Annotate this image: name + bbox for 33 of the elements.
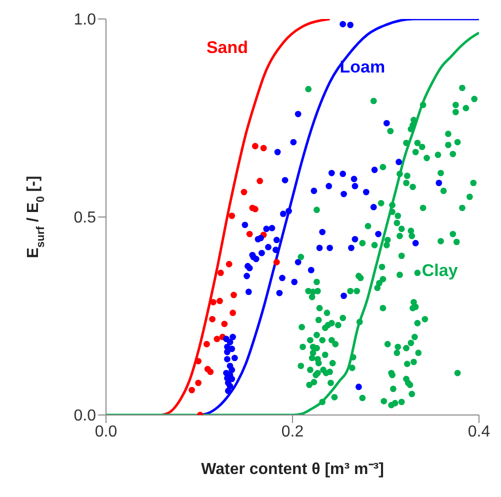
point bbox=[209, 316, 216, 322]
point bbox=[228, 212, 236, 220]
y-tick-label: 0.0 bbox=[74, 408, 96, 425]
point bbox=[273, 258, 280, 266]
point bbox=[246, 230, 253, 238]
series-label: Loam bbox=[340, 58, 386, 77]
series-label: Sand bbox=[206, 38, 248, 57]
point bbox=[230, 292, 237, 298]
x-tick-label: 0.2 bbox=[281, 423, 304, 440]
line-series bbox=[160, 19, 332, 415]
point bbox=[207, 368, 214, 376]
point bbox=[210, 298, 216, 306]
point bbox=[230, 310, 236, 316]
x-tick-label: 0.4 bbox=[468, 423, 490, 440]
point bbox=[226, 260, 232, 268]
x-tick-label: 0.0 bbox=[94, 423, 118, 440]
point bbox=[214, 336, 220, 342]
text: Clay bbox=[422, 261, 458, 280]
point bbox=[256, 178, 264, 184]
y-tick-label: 0.5 bbox=[74, 210, 96, 227]
point bbox=[195, 358, 202, 364]
y-tick-label: 1.0 bbox=[74, 12, 96, 29]
point bbox=[217, 270, 224, 276]
point bbox=[252, 142, 258, 150]
point bbox=[260, 144, 267, 152]
point bbox=[221, 320, 228, 328]
point bbox=[216, 298, 223, 304]
point bbox=[195, 380, 202, 386]
point bbox=[240, 188, 248, 196]
point bbox=[252, 206, 258, 212]
point bbox=[204, 340, 210, 348]
x-axis-title: Water content θ [m³ m⁻³] bbox=[201, 461, 384, 478]
point bbox=[188, 386, 195, 394]
